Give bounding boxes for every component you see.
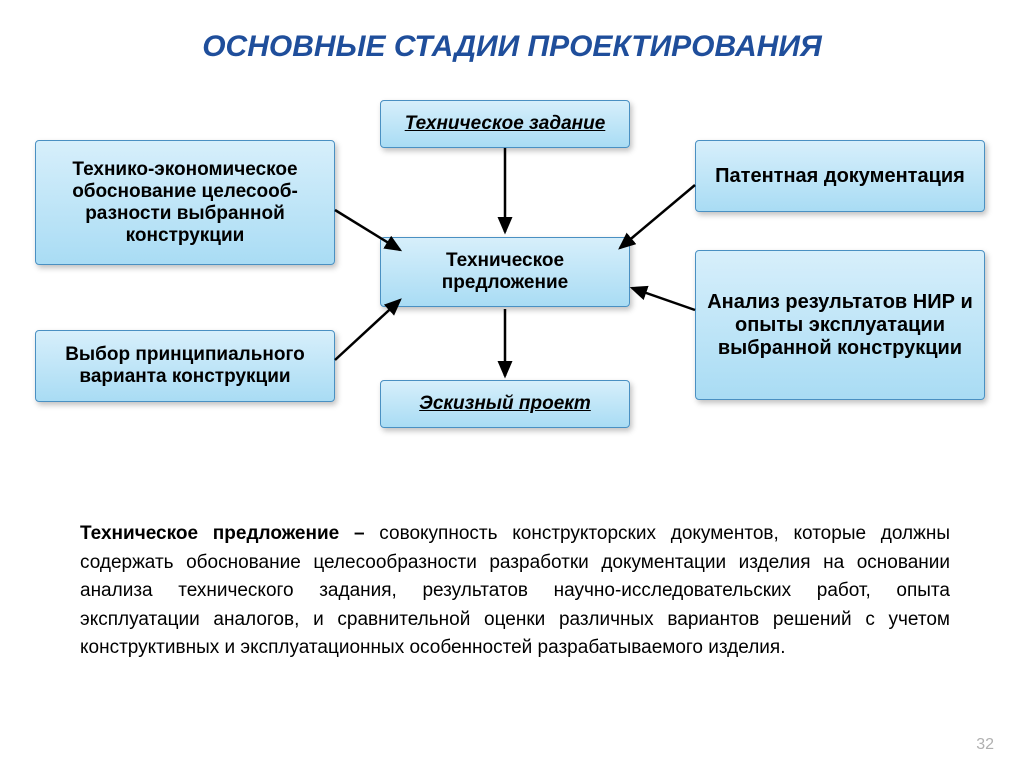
- node-feasibility: Технико-экономическое обоснование целесо…: [35, 140, 335, 265]
- page-number: 32: [976, 736, 994, 754]
- node-label: Техническое предложение: [391, 250, 619, 294]
- node-label: Эскизный проект: [419, 393, 591, 415]
- definition-paragraph: Техническое предложение – совокупность к…: [80, 520, 950, 663]
- node-tech-proposal: Техническое предложение: [380, 237, 630, 307]
- node-label: Анализ результатов НИР и опыты эксплуата…: [706, 291, 974, 360]
- node-tech-task: Техническое задание: [380, 100, 630, 148]
- node-variant-choice: Выбор принципиального варианта конструкц…: [35, 330, 335, 402]
- node-label: Технико-экономическое обоснование целесо…: [46, 159, 324, 247]
- node-research-analysis: Анализ результатов НИР и опыты эксплуата…: [695, 250, 985, 400]
- node-label: Патентная документация: [715, 165, 965, 188]
- page-title: ОСНОВНЫЕ СТАДИИ ПРОЕКТИРОВАНИЯ: [0, 30, 1024, 64]
- node-patent-docs: Патентная документация: [695, 140, 985, 212]
- node-label: Выбор принципиального варианта конструкц…: [46, 344, 324, 388]
- node-label: Техническое задание: [405, 113, 606, 135]
- node-sketch-design: Эскизный проект: [380, 380, 630, 428]
- definition-lead: Техническое предложение –: [80, 523, 379, 544]
